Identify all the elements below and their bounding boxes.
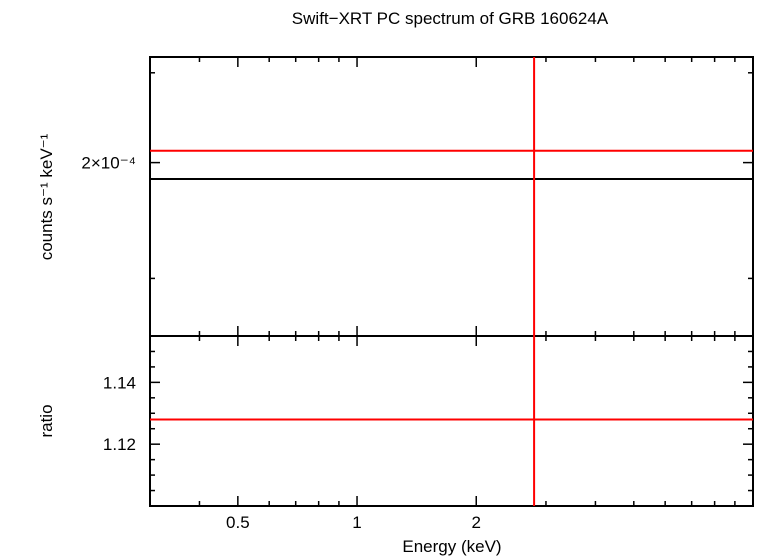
x-tick-label: 0.5 [226, 513, 250, 532]
ratio-panel-frame [149, 335, 754, 507]
x-tick-label: 2 [472, 513, 481, 532]
spectrum-y-axis-label: counts s⁻¹ keV⁻¹ [37, 133, 56, 260]
y-tick-label: 2×10⁻⁴ [81, 154, 136, 173]
x-tick-label: 1 [352, 513, 361, 532]
tick-labels: 0.5 1 2 2×10⁻⁴ 1.12 1.14 [81, 154, 481, 532]
x-axis-label: Energy (keV) [402, 537, 501, 556]
ratio-y-axis-label: ratio [37, 404, 56, 437]
spectrum-panel-frame [149, 56, 754, 337]
data-marks [150, 57, 753, 506]
chart-title: Swift−XRT PC spectrum of GRB 160624A [292, 9, 609, 28]
ratio-y-tick-label: 1.12 [103, 435, 136, 454]
axis-ticks [150, 57, 753, 506]
ratio-y-tick-label: 1.14 [103, 373, 136, 392]
